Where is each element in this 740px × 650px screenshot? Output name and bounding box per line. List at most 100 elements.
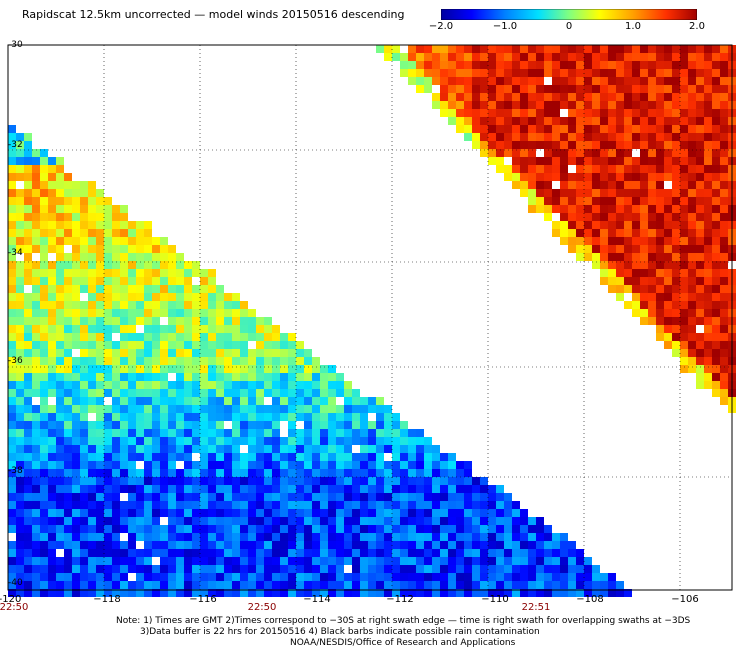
swath-cell [520,69,528,77]
swath-cell [472,493,480,501]
swath-cell [240,453,248,461]
swath-cell [584,69,592,77]
swath-cell [544,525,552,533]
swath-cell [320,509,328,517]
swath-cell [88,549,96,557]
swath-cell [680,149,688,157]
swath-cell [192,517,200,525]
swath-cell [240,549,248,557]
swath-cell [24,261,32,269]
swath-cell [208,413,216,421]
swath-cell [144,581,152,589]
swath-cell [128,429,136,437]
swath-cell [48,221,56,229]
swath-cell [352,541,360,549]
swath-cell [184,341,192,349]
swath-cell [352,501,360,509]
swath-cell [592,229,600,237]
swath-cell [720,381,728,389]
swath-cell [264,589,272,597]
swath-cell [320,549,328,557]
swath-cell [512,565,520,573]
swath-cell [400,69,408,77]
swath-cell [648,301,656,309]
swath-cell [424,517,432,525]
swath-cell [264,429,272,437]
swath-cell [560,77,568,85]
swath-cell [80,301,88,309]
swath-cell [208,589,216,597]
swath-cell [56,485,64,493]
swath-cell [520,93,528,101]
swath-cell [536,549,544,557]
swath-cell [584,237,592,245]
swath-cell [184,389,192,397]
swath-cell [280,485,288,493]
swath-cell [720,365,728,373]
swath-cell [8,437,16,445]
swath-cell [456,501,464,509]
swath-cell [376,405,384,413]
swath-cell [592,133,600,141]
swath-cell [216,477,224,485]
footnote-line: Note: 1) Times are GMT 2)Times correspon… [116,616,691,626]
swath-cell [416,493,424,501]
swath-cell [392,565,400,573]
swath-cell [360,453,368,461]
swath-cell [632,157,640,165]
swath-cell [336,509,344,517]
swath-cell [56,253,64,261]
swath-cell [720,101,728,109]
swath-cell [16,317,24,325]
swath-cell [704,205,712,213]
swath-cell [88,277,96,285]
swath-cell [680,349,688,357]
swath-cell [360,429,368,437]
swath-cell [576,165,584,173]
swath-cell [168,381,176,389]
swath-cell [240,341,248,349]
swath-cell [288,373,296,381]
swath-cell [248,469,256,477]
swath-cell [672,301,680,309]
swath-cell [96,277,104,285]
swath-cell [56,317,64,325]
swath-cell [312,469,320,477]
swath-cell [632,229,640,237]
swath-cell [112,389,120,397]
swath-cell [96,253,104,261]
swath-cell [216,293,224,301]
swath-cell [448,69,456,77]
swath-cell [416,549,424,557]
swath-cell [512,77,520,85]
swath-cell [248,397,256,405]
swath-cell [456,533,464,541]
swath-cell [672,349,680,357]
swath-cell [712,77,720,85]
swath-cell [520,557,528,565]
swath-cell [504,165,512,173]
swath-cell [624,157,632,165]
swath-cell [528,45,536,53]
swath-cell [144,437,152,445]
swath-cell [528,205,536,213]
swath-cell [344,533,352,541]
swath-cell [88,445,96,453]
swath-cell [256,365,264,373]
swath-cell [72,301,80,309]
swath-cell [432,549,440,557]
swath-cell [264,461,272,469]
swath-cell [24,437,32,445]
swath-cell [128,253,136,261]
swath-cell [704,301,712,309]
swath-cell [576,85,584,93]
swath-cell [688,125,696,133]
swath-cell [208,293,216,301]
swath-cell [72,501,80,509]
swath-cell [688,285,696,293]
swath-cell [104,589,112,597]
swath-cell [480,149,488,157]
swath-cell [688,325,696,333]
swath-cell [80,397,88,405]
swath-cell [72,381,80,389]
